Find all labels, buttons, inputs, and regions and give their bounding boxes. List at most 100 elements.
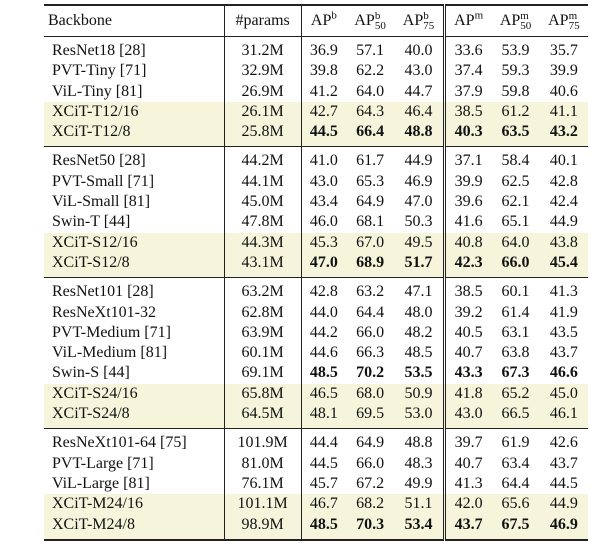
metric-cell: 46.9 — [404, 172, 433, 190]
header-text: AP — [402, 11, 424, 29]
metric-cell: 40.7 — [442, 453, 492, 474]
metric-cell: 64.4 — [356, 303, 385, 321]
metric-cell: 39.9 — [549, 62, 578, 80]
params-cell: 26.9M — [223, 81, 302, 102]
backbone-name: ResNet50 [28] — [52, 152, 146, 170]
params-cell: 63.2M — [223, 277, 302, 303]
header-text: AP — [548, 11, 569, 29]
metric-cell: 43.7 — [442, 514, 492, 540]
table-row: XCiT-T12/16 26.1M 42.7 64.3 46.4 38.5 61.2 41.1 — [44, 101, 588, 123]
metric-cell: 48.2 — [404, 323, 433, 341]
metric-cell: 58.4 — [501, 152, 530, 170]
metric-cell: 46.9 — [539, 514, 588, 540]
metric-cell: 48.3 — [404, 454, 433, 472]
metric-cell: 43.7 — [549, 454, 578, 472]
metric-cell: 41.6 — [442, 212, 492, 233]
metric-cell: 44.9 — [549, 213, 578, 231]
metric-cell: 43.0 — [300, 171, 346, 193]
metric-cell: 44.9 — [404, 152, 433, 170]
header-scripts: m 75 — [568, 10, 580, 32]
table-row: XCiT-S12/8 43.1M 47.0 68.9 51.7 42.3 66.0 45.4 — [44, 252, 588, 278]
metric-cell: 68.2 — [345, 494, 395, 515]
metric-cell: 64.0 — [356, 82, 385, 100]
table-row: ResNet101 [28] 63.2M 42.8 63.2 47.1 38.5 60.1 4… — [44, 277, 588, 303]
metric-cell: 64.9 — [356, 193, 385, 211]
row-group: ResNet50 [28] 44.2M 41.0 61.7 44.9 37.1 58.4 40… — [44, 146, 588, 278]
params-cell: 25.8M — [223, 122, 302, 147]
metric-cell: 70.3 — [345, 514, 395, 540]
metric-cell: 40.5 — [442, 322, 492, 344]
table-row: XCiT-S24/8 64.5M 48.1 69.5 53.0 43.0 66.5 46.1 — [44, 404, 588, 429]
header-cell: AP b 50 — [346, 5, 394, 37]
params-cell: 60.1M — [223, 343, 302, 364]
header-cell: AP m 50 — [491, 5, 539, 37]
metric-cell: 44.5 — [300, 453, 346, 474]
metric-cell: 63.8 — [501, 344, 530, 362]
metric-cell: 45.7 — [300, 473, 346, 495]
metric-cell: 70.2 — [356, 364, 385, 382]
metric-cell: 65.6 — [491, 494, 540, 515]
params-cell: 26.1M — [223, 101, 302, 123]
row-group: ResNet101 [28] 63.2M 42.8 63.2 47.1 38.5 60.1 4… — [44, 277, 588, 429]
header-scripts: b 50 — [375, 11, 386, 32]
metric-cell: 33.6 — [442, 36, 492, 62]
metric-cell: 53.5 — [404, 364, 433, 382]
table-row: XCiT-M24/8 98.9M 48.5 70.3 53.4 43.7 67.5 46.9 — [44, 514, 588, 540]
metric-cell: 42.8 — [300, 277, 346, 303]
table-row: ViL-Large [81] 76.1M 45.7 67.2 49.9 41.3 64.4 4… — [44, 473, 588, 495]
metric-cell: 39.6 — [442, 192, 492, 213]
row-group: ResNeXt101-64 [75] 101.9M 44.4 64.9 48.8 39.7… — [44, 428, 588, 540]
metric-cell: 41.1 — [539, 101, 588, 123]
header-text: Backbone — [48, 11, 112, 29]
metric-cell: 47.0 — [404, 193, 433, 211]
metric-cell: 66.0 — [356, 323, 385, 341]
metric-cell: 43.0 — [404, 62, 433, 80]
metric-cell: 65.3 — [356, 172, 385, 190]
metric-cell: 45.3 — [300, 232, 346, 253]
table-row: ViL-Small [81] 45.0M 43.4 64.9 47.0 39.6 62.1 4… — [44, 192, 588, 213]
metric-cell: 50.9 — [394, 383, 445, 405]
metric-cell: 62.1 — [501, 193, 530, 211]
results-table: Backbone #params APb AP b 50 AP b 75 APm AP m 50 AP m 7… — [44, 4, 588, 541]
header-sup: m — [568, 10, 578, 23]
metric-cell: 59.8 — [501, 82, 530, 100]
metric-cell: 67.0 — [345, 232, 395, 253]
table-row: ResNet50 [28] 44.2M 41.0 61.7 44.9 37.1 58.4 40… — [44, 146, 588, 172]
header-scripts: b 75 — [423, 11, 434, 32]
backbone-name: ResNeXt101-64 [75] — [52, 434, 187, 452]
metric-cell: 64.3 — [345, 101, 395, 123]
metric-cell: 61.9 — [501, 434, 530, 452]
metric-cell: 62.5 — [501, 172, 530, 190]
metric-cell: 64.4 — [501, 474, 530, 492]
metric-cell: 43.3 — [442, 363, 492, 384]
backbone-name: XCiT-M24/16 — [44, 494, 224, 515]
metric-cell: 51.1 — [394, 494, 445, 515]
metric-cell: 66.3 — [356, 344, 385, 362]
table-row: XCiT-M24/16 101.1M 46.7 68.2 51.1 42.0 65.6 44.… — [44, 494, 588, 515]
backbone-name: ViL-Tiny [81] — [52, 82, 143, 100]
backbone-name: Swin-T [44] — [52, 213, 131, 231]
table-row: XCiT-T12/8 25.8M 44.5 66.4 48.8 40.3 63.5 43.2 — [44, 122, 588, 147]
metric-cell: 41.0 — [300, 146, 346, 172]
params-cell: 47.8M — [223, 212, 302, 233]
metric-cell: 40.1 — [549, 152, 578, 170]
metric-cell: 44.2 — [300, 322, 346, 344]
metric-cell: 45.0 — [539, 383, 588, 405]
metric-cell: 65.2 — [491, 383, 540, 405]
metric-cell: 68.9 — [345, 252, 395, 278]
backbone-name: XCiT-M24/8 — [44, 514, 224, 540]
metric-cell: 39.7 — [442, 428, 492, 454]
params-cell: 65.8M — [223, 383, 302, 405]
backbone-name: Swin-S [44] — [52, 364, 130, 382]
metric-cell: 61.2 — [491, 101, 540, 123]
metric-cell: 44.7 — [404, 82, 433, 100]
metric-cell: 53.0 — [394, 404, 445, 429]
metric-cell: 60.1 — [501, 283, 530, 301]
params-cell: 44.3M — [223, 232, 302, 253]
backbone-name: PVT-Small [71] — [52, 172, 155, 190]
backbone-name: PVT-Tiny [71] — [52, 62, 147, 80]
header-scripts: m 50 — [520, 11, 531, 32]
metric-cell: 69.5 — [345, 404, 395, 429]
table-row: ResNeXt101-32 62.8M 44.0 64.4 48.0 39.2 61.4 41… — [44, 302, 588, 323]
